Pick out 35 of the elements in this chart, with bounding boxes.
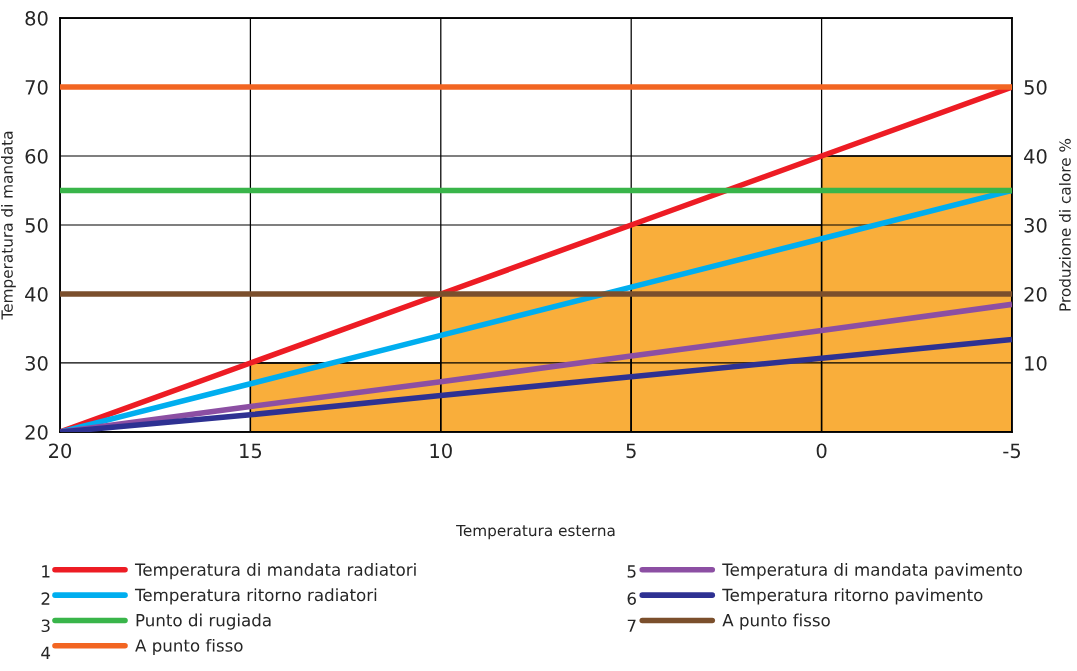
y2-axis-title: Produzione di calore % xyxy=(1058,138,1071,311)
legend-label: Temperatura di mandata pavimento xyxy=(722,563,1022,580)
y-tick-label: 80 xyxy=(25,10,48,26)
y2-tick-label: 30 xyxy=(1024,217,1047,233)
x-tick-label: 5 xyxy=(626,443,636,459)
y2-tick-label: 50 xyxy=(1024,79,1047,95)
text: 6 xyxy=(627,592,636,605)
text: 1 xyxy=(42,565,50,578)
legend-label: A punto fisso xyxy=(722,613,830,630)
x-tick-label: 15 xyxy=(240,443,262,459)
y-axis-title: Temperatura di mandata xyxy=(1,131,16,320)
legend-label: Temperatura ritorno radiatori xyxy=(134,588,377,605)
x-tick-label: 20 xyxy=(49,443,72,459)
legend-label: A punto fisso xyxy=(135,638,243,656)
x-tick-label: 10 xyxy=(430,443,452,459)
y2-tick-label: 10 xyxy=(1025,355,1047,371)
y2-tick-label: 20 xyxy=(1024,286,1047,302)
y-tick-label: 70 xyxy=(25,79,48,95)
y-tick-label: 40 xyxy=(25,286,48,302)
text: 3 xyxy=(41,619,50,633)
text: 5 xyxy=(627,565,636,578)
x-tick-label: -5 xyxy=(1003,443,1020,459)
x-tick-label: 0 xyxy=(816,443,827,459)
y-tick-label: 20 xyxy=(25,424,48,440)
y2-tick-label: 40 xyxy=(1024,148,1047,164)
legend-label: Punto di rugiada xyxy=(136,613,271,630)
text: 4 xyxy=(41,646,51,659)
y-tick-label: 50 xyxy=(25,217,48,233)
legend-label: Temperatura ritorno pavimento xyxy=(722,588,983,605)
y-tick-label: 60 xyxy=(25,148,48,164)
x-axis-title: Temperatura esterna xyxy=(456,524,615,540)
text: 7 xyxy=(627,619,636,632)
legend-label: Temperatura di mandata radiatori xyxy=(134,563,416,580)
y-tick-label: 30 xyxy=(25,355,48,371)
text: 2 xyxy=(41,592,50,605)
